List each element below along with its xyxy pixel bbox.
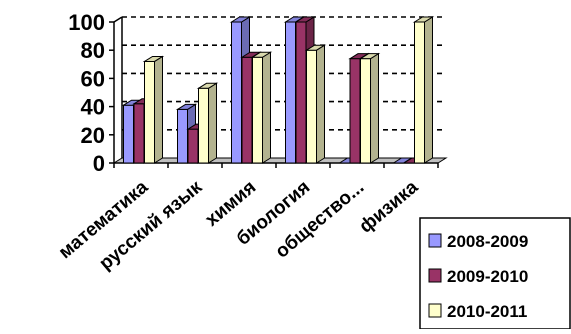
bar — [142, 55, 165, 164]
bar — [304, 44, 327, 164]
bar-front — [133, 103, 145, 164]
y-tick-labels: 0 20 40 60 80 100 — [68, 10, 105, 176]
y-axis-top-edge — [113, 16, 123, 23]
legend: 2008-2009 2009-2010 2010-2011 — [419, 217, 571, 330]
axes — [109, 16, 439, 168]
bar-top — [294, 16, 316, 23]
bar-front — [360, 58, 371, 164]
y-tick-label: 0 — [93, 151, 105, 176]
bar-front — [295, 21, 307, 164]
bar-front — [349, 58, 361, 164]
legend-swatch — [428, 233, 442, 248]
legend-label: 2008-2009 — [447, 232, 528, 251]
grid-lines — [122, 16, 446, 131]
y-tick-label: 100 — [68, 10, 105, 35]
bar-front — [177, 108, 188, 164]
bar — [250, 51, 273, 164]
bars — [121, 16, 435, 164]
bar-top — [196, 82, 219, 89]
x-tick-label: физика — [355, 176, 422, 237]
legend-label: 2009-2010 — [447, 267, 528, 286]
bar — [412, 16, 435, 164]
bar-side — [262, 51, 271, 164]
bar-front — [414, 21, 425, 164]
legend-label: 2010-2011 — [447, 302, 527, 321]
bar-top — [175, 103, 198, 110]
y-tick-label: 60 — [81, 66, 105, 91]
bar-top — [412, 16, 435, 23]
bar-top — [304, 44, 327, 51]
bar-front — [306, 49, 317, 164]
bar-front — [231, 21, 242, 164]
legend-box — [419, 217, 571, 330]
bar-side — [154, 55, 163, 164]
bar-front — [285, 21, 296, 164]
bar-front — [187, 128, 199, 164]
bar-side — [424, 16, 433, 164]
bar-front — [241, 56, 253, 164]
bar-front — [123, 104, 134, 164]
bar-front — [252, 56, 263, 164]
bar-side — [316, 44, 325, 164]
y-tick-label: 20 — [81, 123, 105, 148]
y-tick-label: 40 — [81, 95, 105, 120]
bar-side — [370, 52, 379, 164]
bar-top — [358, 53, 381, 60]
legend-swatch — [428, 268, 442, 283]
bar-front — [144, 60, 155, 164]
bar — [358, 52, 381, 164]
bar-side — [208, 82, 217, 164]
bar-top — [142, 55, 165, 62]
y-tick-label: 80 — [81, 38, 105, 63]
legend-swatch — [428, 303, 442, 318]
bar-front — [198, 87, 209, 164]
bar-top — [250, 51, 273, 58]
bar-top — [229, 16, 252, 23]
bar — [196, 82, 219, 164]
